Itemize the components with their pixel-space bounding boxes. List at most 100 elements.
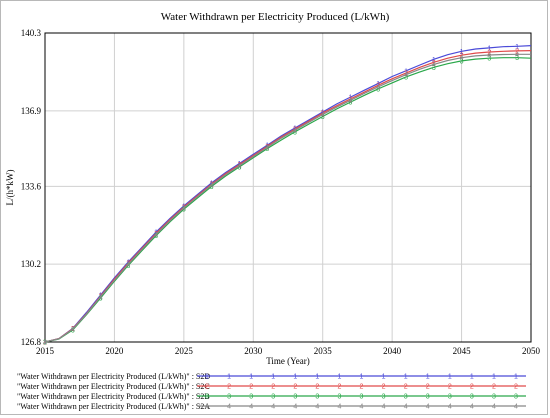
series-4-marker: 4 xyxy=(182,205,186,212)
legend-marker-1: 1 xyxy=(382,374,386,381)
legend-marker-3: 3 xyxy=(227,394,231,401)
legend-marker-2: 2 xyxy=(360,384,364,391)
x-tick-label: 2030 xyxy=(244,346,263,356)
legend-marker-3: 3 xyxy=(293,394,297,401)
legend-marker-2: 2 xyxy=(404,384,408,391)
series-3-marker: 3 xyxy=(404,74,408,81)
series-1-marker: 1 xyxy=(43,340,47,347)
legend-marker-3: 3 xyxy=(470,394,474,401)
series-1-marker: 1 xyxy=(376,81,380,88)
series-4-marker: 4 xyxy=(99,294,103,301)
series-4-marker: 4 xyxy=(321,112,325,119)
series-4-marker: 4 xyxy=(71,327,75,334)
legend-label-3: "Water Withdrawn per Electricity Produce… xyxy=(17,392,210,401)
series-3-marker: 3 xyxy=(210,184,214,191)
x-tick-label: 2015 xyxy=(36,346,55,356)
legend-marker-1: 1 xyxy=(360,374,364,381)
series-2-marker: 2 xyxy=(432,60,436,67)
legend-marker-2: 2 xyxy=(249,384,253,391)
y-tick-label: 126.8 xyxy=(21,337,42,347)
legend-marker-3: 3 xyxy=(404,394,408,401)
legend-marker-4: 4 xyxy=(205,404,209,411)
legend-marker-1: 1 xyxy=(227,374,231,381)
legend-marker-2: 2 xyxy=(227,384,231,391)
legend-marker-1: 1 xyxy=(404,374,408,381)
x-axis-label: Time (Year) xyxy=(266,356,310,366)
legend-marker-4: 4 xyxy=(426,404,430,411)
series-2-line xyxy=(44,50,532,343)
series-3-marker: 3 xyxy=(432,65,436,72)
legend-marker-3: 3 xyxy=(382,394,386,401)
legend-marker-2: 2 xyxy=(205,384,209,391)
legend-marker-4: 4 xyxy=(249,404,253,411)
series-4-marker: 4 xyxy=(487,52,491,59)
legend-marker-4: 4 xyxy=(514,404,518,411)
legend-marker-2: 2 xyxy=(426,384,430,391)
y-tick-label: 133.6 xyxy=(21,181,42,191)
legend-marker-2: 2 xyxy=(315,384,319,391)
series-2-marker: 2 xyxy=(460,53,464,60)
x-tick-label: 2045 xyxy=(453,346,472,356)
chart-title: Water Withdrawn per Electricity Produced… xyxy=(161,11,390,23)
series-3-marker: 3 xyxy=(265,146,269,153)
series-2-marker: 2 xyxy=(43,340,47,347)
legend-marker-4: 4 xyxy=(315,404,319,411)
x-tick-label: 2040 xyxy=(383,346,402,356)
legend-label-4: "Water Withdrawn per Electricity Produce… xyxy=(17,402,210,411)
legend-marker-1: 1 xyxy=(293,374,297,381)
series-1-line xyxy=(44,45,532,343)
y-tick-label: 136.9 xyxy=(21,106,42,116)
legend-marker-1: 1 xyxy=(205,374,209,381)
legend-marker-4: 4 xyxy=(404,404,408,411)
legend-marker-2: 2 xyxy=(514,384,518,391)
series-1-marker: 1 xyxy=(349,95,353,102)
series-3-marker: 3 xyxy=(376,86,380,93)
series-4-marker: 4 xyxy=(154,232,158,239)
series-3-marker: 3 xyxy=(43,340,47,347)
series-4-marker: 4 xyxy=(126,262,130,269)
legend-marker-4: 4 xyxy=(227,404,231,411)
legend-marker-2: 2 xyxy=(492,384,496,391)
legend-marker-3: 3 xyxy=(492,394,496,401)
legend-marker-3: 3 xyxy=(426,394,430,401)
series-4-marker: 4 xyxy=(237,163,241,170)
legend-marker-1: 1 xyxy=(514,374,518,381)
legend-marker-1: 1 xyxy=(249,374,253,381)
series-3-marker: 3 xyxy=(182,207,186,214)
legend-marker-4: 4 xyxy=(360,404,364,411)
series-3-marker: 3 xyxy=(154,233,158,240)
series-4-marker: 4 xyxy=(460,55,464,62)
series-3-marker: 3 xyxy=(237,164,241,171)
legend-marker-4: 4 xyxy=(271,404,275,411)
series-1-marker: 1 xyxy=(515,44,519,51)
legend-marker-4: 4 xyxy=(382,404,386,411)
series-2-marker: 2 xyxy=(515,48,519,55)
series-1-marker: 1 xyxy=(432,57,436,64)
legend-marker-4: 4 xyxy=(337,404,341,411)
series-4-marker: 4 xyxy=(515,52,519,59)
y-tick-label: 130.2 xyxy=(21,259,41,269)
series-4-marker: 4 xyxy=(293,128,297,135)
series-3-marker: 3 xyxy=(460,58,464,65)
grid-lines xyxy=(45,33,531,342)
x-tick-label: 2050 xyxy=(522,346,541,356)
series-3-marker: 3 xyxy=(487,56,491,63)
series-3-marker: 3 xyxy=(99,296,103,303)
legend-marker-1: 1 xyxy=(492,374,496,381)
legend-marker-3: 3 xyxy=(514,394,518,401)
legend-marker-3: 3 xyxy=(271,394,275,401)
series-4-marker: 4 xyxy=(404,72,408,79)
legend-marker-3: 3 xyxy=(249,394,253,401)
legend-marker-3: 3 xyxy=(337,394,341,401)
legend-marker-4: 4 xyxy=(448,404,452,411)
series-3-line xyxy=(44,57,532,343)
series-4-marker: 4 xyxy=(43,340,47,347)
y-tick-label: 140.3 xyxy=(21,28,42,38)
series-1-marker: 1 xyxy=(487,45,491,52)
legend-marker-1: 1 xyxy=(315,374,319,381)
legend-marker-3: 3 xyxy=(448,394,452,401)
legend-marker-4: 4 xyxy=(470,404,474,411)
